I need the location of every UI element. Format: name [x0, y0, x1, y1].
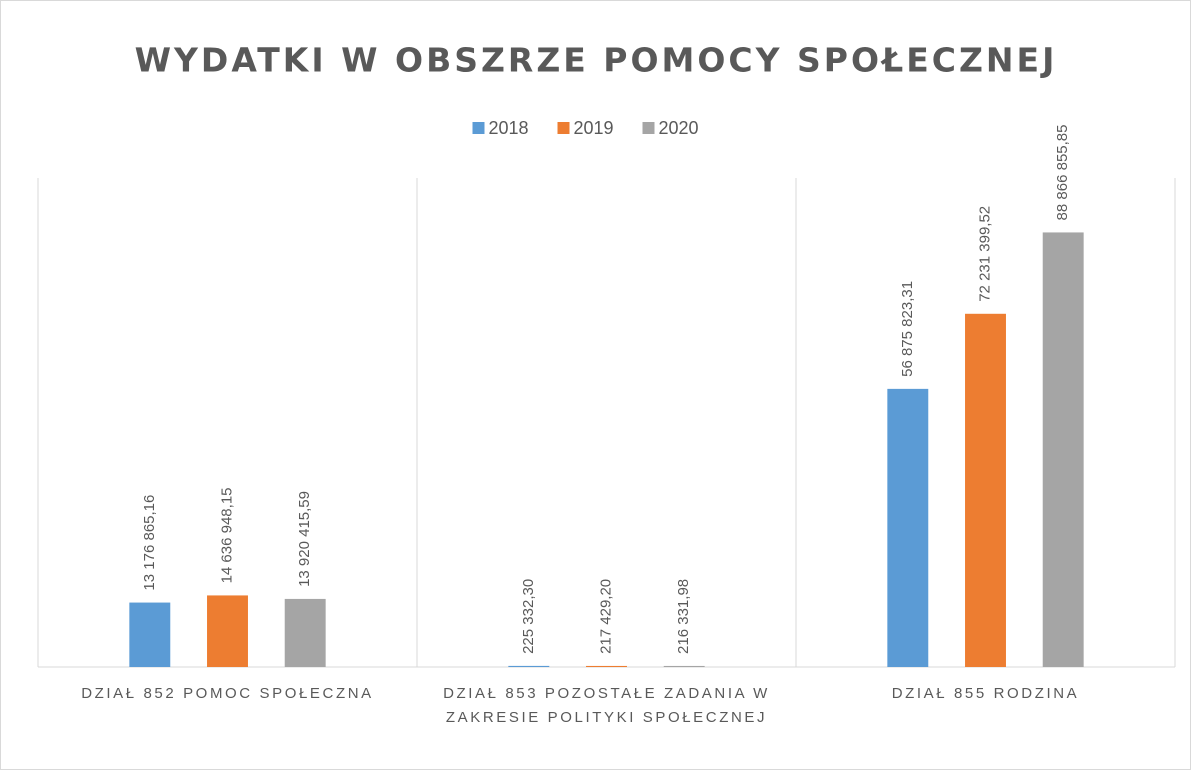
- data-label: 216 331,98: [675, 579, 692, 654]
- data-label: 88 866 855,85: [1054, 125, 1071, 221]
- data-label: 14 636 948,15: [218, 487, 235, 583]
- bar: [663, 665, 705, 667]
- chart-title: WYDATKI W OBSZRZE POMOCY SPOŁECZNEJ: [135, 41, 1058, 80]
- legend-label: 2020: [659, 118, 699, 138]
- data-label: 13 920 415,59: [296, 491, 313, 587]
- bar: [965, 313, 1006, 667]
- legend-label: 2019: [574, 118, 614, 138]
- bar: [887, 388, 929, 667]
- bar: [129, 602, 171, 667]
- legend-swatch: [472, 122, 485, 134]
- x-tick-label: DZIAŁ 852 POMOC SPOŁECZNA: [81, 685, 374, 702]
- data-label: 217 429,20: [597, 579, 614, 654]
- data-label: 225 332,30: [520, 579, 537, 654]
- x-tick-label: DZIAŁ 855 RODZINA: [891, 685, 1080, 702]
- bar: [1042, 232, 1084, 667]
- bar: [284, 598, 326, 667]
- bar: [586, 665, 627, 667]
- bar: [207, 595, 248, 667]
- data-label: 56 875 823,31: [899, 281, 916, 377]
- legend-swatch: [557, 122, 570, 134]
- data-label: 72 231 399,52: [976, 206, 993, 302]
- x-tick-label: DZIAŁ 853 POZOSTAŁE ZADANIA W ZAKRESIE P…: [443, 685, 770, 726]
- bar: [508, 665, 550, 667]
- legend-label: 2018: [489, 118, 529, 138]
- legend-swatch: [642, 122, 655, 134]
- data-label: 13 176 865,16: [141, 495, 158, 591]
